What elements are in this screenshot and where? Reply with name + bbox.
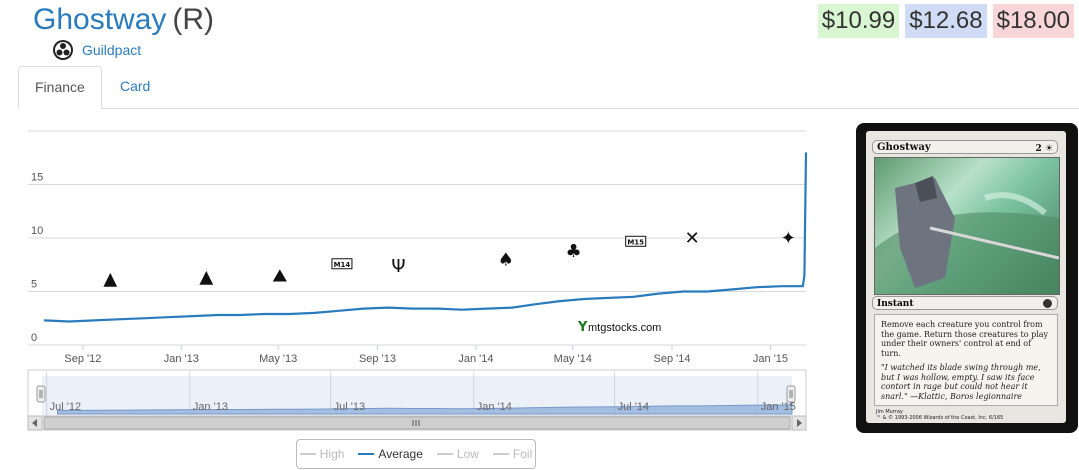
y-tick-label: 15 [31,172,43,184]
jou-icon: ♣ [565,241,581,262]
card-image: Ghostway 2 ☀ Instant Remove each creatur… [856,123,1078,433]
card-face: Ghostway 2 ☀ Instant Remove each creatur… [866,131,1066,423]
watermark-text: mtgstocks.com [588,322,661,334]
legend-label: Foil [512,447,533,461]
navigator-left-handle[interactable] [36,385,46,403]
card-type-line: Instant [872,296,1058,310]
x-tick-label: Jan '14 [458,353,493,365]
legend-label: Low [456,447,479,461]
scroll-thumb[interactable] [43,416,791,430]
legend-item-high[interactable]: High [299,447,345,461]
navigator-label: Jan '14 [477,401,512,413]
dgm-icon: ⛰ [272,265,287,286]
set-line: Guildpact [52,39,141,61]
watermark: Y mtgstocks.com [577,320,661,335]
card-name-link[interactable]: Ghostway [33,3,167,36]
gtc-icon: ▲ [199,266,213,287]
tab-bar: Finance Card [18,66,1079,109]
card-set-symbol-icon [1043,299,1052,308]
rarity-label: (R) [172,3,215,36]
card-image-name: Ghostway [877,142,931,153]
navigator-label: Jul '13 [334,401,365,413]
card-rules-text: Remove each creature you control from th… [881,320,1049,358]
m15-icon: M15 [625,235,647,247]
card-text-box: Remove each creature you control from th… [874,314,1058,406]
x-tick-label: Jan '13 [164,353,199,365]
range-navigator[interactable]: Jul '12 Jan '13 Jul '13 Jan '14 Jul '14 Jan '… [27,369,807,417]
x-tick-label: Sep '12 [64,353,101,365]
svg-text:✕: ✕ [685,228,700,249]
navigator-label: Jan '13 [193,401,228,413]
m14-icon: M14 [331,258,353,270]
x-tick-label: May '13 [259,353,297,365]
set-name-link[interactable]: Guildpact [82,42,142,58]
card-image-title-bar: Ghostway 2 ☀ [872,140,1058,154]
navigator-labels: Jul '12 Jan '13 Jul '13 Jan '14 Jul '14 Jan '… [50,401,796,413]
navigator-label: Jul '12 [50,401,81,413]
card-art-illustration [874,157,1060,295]
svg-text:⛰: ⛰ [272,265,287,286]
legend-label: Average [378,447,423,461]
svg-text:✦: ✦ [781,228,796,249]
arrow-left-icon [32,419,37,427]
svg-text:M14: M14 [334,261,351,269]
legend-item-average[interactable]: Average [358,447,423,461]
ktk-icon: ✕ [685,228,700,249]
set-release-icons: ▲ ▲ ⛰ M14 Ψ ♠ ♣ M15 ✕ ✦ [103,228,795,290]
card-artist: Jim Murray [876,409,903,415]
navigator-label: Jul '14 [618,401,649,413]
price-low-badge: $10.99 [817,4,900,38]
price-badges: $10.99 $12.68 $18.00 [817,4,1074,38]
legend-item-foil[interactable]: Foil [492,447,533,461]
legend-item-low[interactable]: Low [436,447,479,461]
svg-text:▲: ▲ [103,269,117,290]
card-mana-cost: 2 ☀ [1035,144,1053,154]
frf-icon: ✦ [781,228,796,249]
price-average-badge: $12.68 [905,4,987,38]
legend-label: High [319,447,345,461]
arrow-right-icon [797,419,802,427]
svg-text:♣: ♣ [565,241,581,262]
y-tick-label: 10 [31,225,43,237]
x-tick-label: Sep '13 [359,353,396,365]
tab-card[interactable]: Card [120,78,151,94]
guildpact-set-icon [53,40,73,60]
svg-text:M15: M15 [627,238,644,246]
rtr-icon: ▲ [103,269,117,290]
card-title: Ghostway (R) [33,3,214,37]
ths-icon: Ψ [391,256,405,277]
card-copyright: ™ & © 1993-2006 Wizards of the Coast, In… [876,415,1004,421]
navigator-selection[interactable] [42,376,792,416]
card-type-text: Instant [877,299,914,309]
card-footer: Jim Murray ™ & © 1993-2006 Wizards of th… [876,409,1003,421]
navigator-right-handle[interactable] [786,385,796,403]
y-tick-label: 5 [31,279,37,291]
chart-legend: High Average Low Foil [296,439,536,469]
chart-scrollbar[interactable] [27,415,807,431]
svg-text:Ψ: Ψ [391,256,405,277]
svg-text:♠: ♠ [498,249,514,270]
x-tick-label: May '14 [554,353,592,365]
tab-finance[interactable]: Finance [18,66,102,109]
navigator-label: Jan '15 [761,401,796,413]
series-average-line [44,152,808,323]
y-tick-label: 0 [31,332,37,344]
price-high-badge: $18.00 [992,4,1074,38]
x-tick-label: Sep '14 [654,353,691,365]
x-axis-ticks: Sep '12 Jan '13 May '13 Sep '13 Jan '14 May '… [64,345,788,365]
y-axis-ticks: 0 5 10 15 [31,172,43,345]
x-tick-label: Jan '15 [753,353,788,365]
watermark-logo-icon: Y [577,320,588,335]
svg-text:▲: ▲ [199,266,213,287]
card-flavor-text: "I watched its blade swing through me, b… [881,363,1041,401]
price-chart: 0 5 10 15 Sep '12 Jan '13 May '13 Sep '13 Jan '… [27,130,808,431]
navigator-series-area [57,403,793,415]
bng-icon: ♠ [498,249,514,270]
